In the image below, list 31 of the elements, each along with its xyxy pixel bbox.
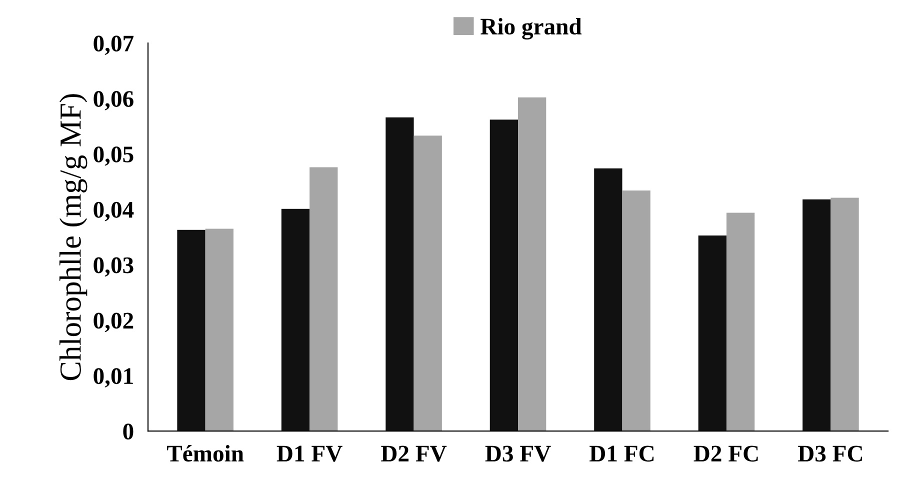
y-tick-label: 0,06 bbox=[94, 91, 134, 110]
bar bbox=[386, 117, 414, 432]
x-tick-label: D3 FV bbox=[485, 446, 551, 462]
y-tick-label: 0,07 bbox=[94, 36, 134, 55]
bar bbox=[594, 168, 622, 432]
bar bbox=[205, 228, 234, 432]
bar bbox=[310, 167, 338, 432]
legend-label: Rio grand bbox=[480, 18, 582, 40]
y-tick-label: 0,05 bbox=[94, 146, 134, 166]
y-tick-label: 0,03 bbox=[94, 257, 134, 277]
bar bbox=[177, 230, 206, 432]
bar bbox=[726, 212, 755, 432]
x-tick-label: Témoin bbox=[167, 444, 244, 462]
x-tick-label: D2 FV bbox=[381, 446, 447, 462]
bar bbox=[830, 198, 859, 432]
bar bbox=[414, 136, 442, 432]
x-tick-label: D3 FC bbox=[798, 446, 862, 462]
x-tick-label: D2 FC bbox=[694, 446, 758, 462]
y-axis-title: Chlorophlle (mg/g MF) bbox=[59, 94, 88, 380]
x-tick-label: D1 FC bbox=[590, 446, 654, 462]
bar bbox=[622, 190, 650, 432]
y-tick-label: 0,01 bbox=[94, 368, 133, 388]
y-tick-label: 0,02 bbox=[94, 312, 134, 332]
bar bbox=[490, 120, 518, 432]
y-tick-label: 0 bbox=[123, 424, 134, 440]
bar bbox=[281, 208, 310, 432]
x-tick-label: D1 FV bbox=[276, 446, 342, 462]
bar bbox=[698, 235, 726, 432]
bar bbox=[802, 199, 831, 432]
y-tick-label: 0,04 bbox=[94, 202, 134, 222]
bar bbox=[518, 97, 546, 432]
